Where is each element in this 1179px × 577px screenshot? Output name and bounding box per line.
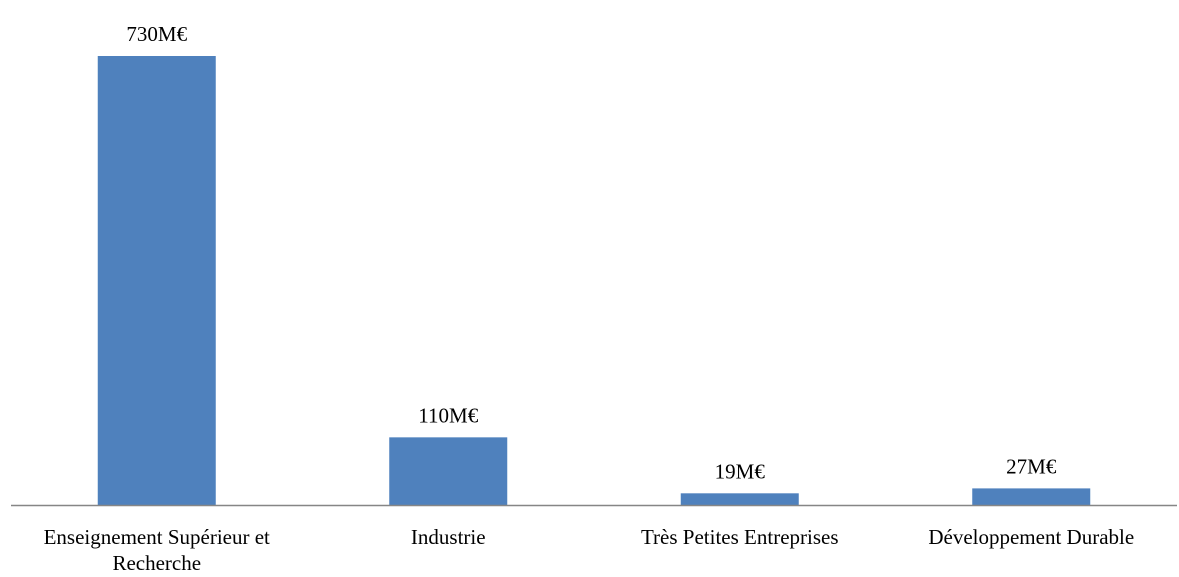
x-tick-label-3-line-0: Développement Durable (928, 525, 1134, 549)
data-label-0: 730M€ (126, 22, 187, 46)
x-tick-label-1-line-0: Industrie (411, 525, 486, 549)
bar-0 (97, 56, 216, 505)
data-label-3: 27M€ (1006, 454, 1057, 478)
x-tick-label-0-line-1: Recherche (112, 551, 201, 575)
x-tick-label-2-line-0: Très Petites Entreprises (641, 525, 839, 549)
bar-1 (389, 437, 508, 505)
data-label-2: 19M€ (715, 459, 766, 483)
bars-group (97, 56, 1091, 505)
x-tick-label-2: Très Petites Entreprises (641, 525, 839, 549)
x-tick-label-3: Développement Durable (928, 525, 1134, 549)
data-label-1: 110M€ (418, 403, 478, 427)
bar-3 (972, 488, 1091, 505)
data-labels-group: 730M€ 110M€ 19M€ 27M€ (126, 22, 1056, 483)
x-tick-label-0: Enseignement Supérieur et Recherche (44, 525, 270, 575)
bar-2 (680, 493, 799, 505)
x-tick-label-1: Industrie (411, 525, 486, 549)
x-tick-labels-group: Enseignement Supérieur et Recherche Indust… (44, 525, 1135, 575)
x-tick-label-0-line-0: Enseignement Supérieur et (44, 525, 270, 549)
